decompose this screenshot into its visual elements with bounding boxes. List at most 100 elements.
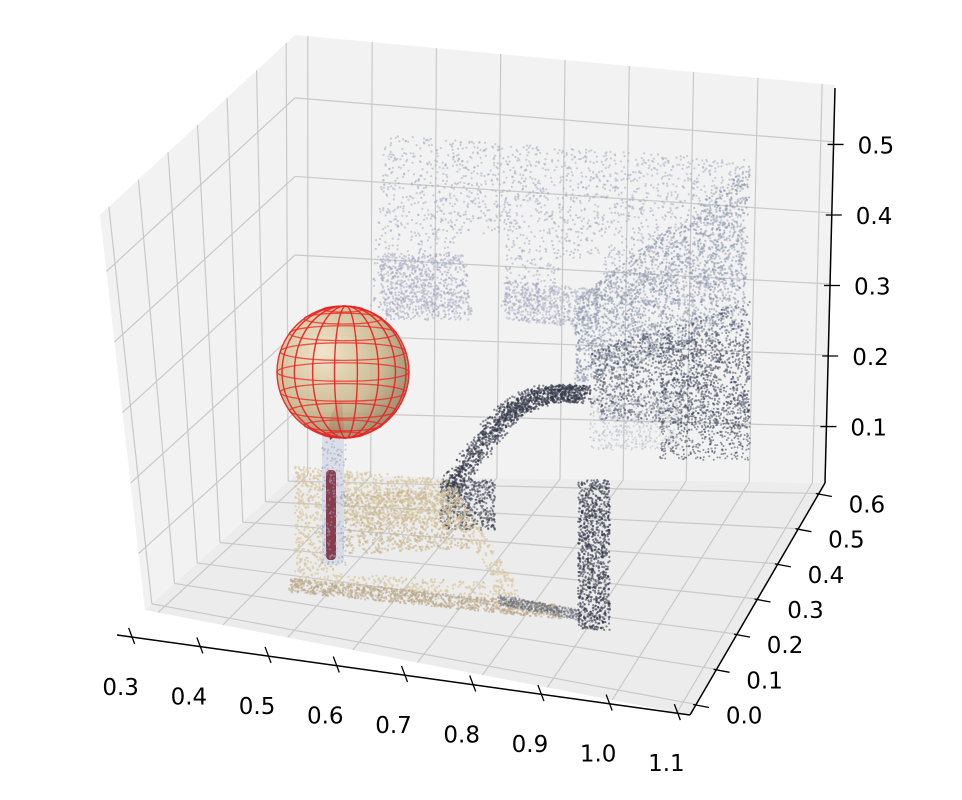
cloud-point [508, 225, 511, 228]
cloud-point [461, 284, 464, 287]
cloud-point [637, 226, 641, 230]
cloud-point [604, 159, 607, 162]
cloud-point [566, 167, 569, 170]
cloud-point [579, 152, 582, 155]
cloud-point [482, 212, 485, 215]
cloud-point [702, 166, 705, 169]
cloud-point [537, 211, 541, 214]
cloud-point [625, 245, 628, 248]
cloud-point [709, 270, 712, 273]
cloud-point [631, 199, 634, 202]
cloud-point [497, 230, 501, 233]
cloud-point [604, 263, 608, 266]
cloud-point [720, 165, 723, 168]
cloud-point [711, 260, 714, 263]
cloud-point [736, 284, 739, 287]
cloud-point [534, 184, 537, 187]
cloud-point [691, 293, 694, 296]
cloud-point [532, 190, 535, 193]
cloud-point [592, 177, 595, 180]
cloud-point [449, 273, 453, 277]
cloud-point [428, 273, 431, 276]
cloud-point [476, 193, 479, 196]
cloud-point [730, 214, 734, 218]
cloud-point [649, 210, 652, 213]
cloud-point [422, 202, 425, 205]
cloud-point [452, 187, 456, 190]
cloud-point [479, 191, 482, 194]
cloud-point [677, 264, 680, 267]
cloud-point [715, 186, 718, 189]
cloud-point [623, 333, 626, 336]
cloud-point [436, 155, 439, 158]
cloud-point [425, 263, 428, 266]
cloud-point [602, 186, 605, 189]
cloud-point [729, 230, 732, 233]
cloud-point [695, 194, 698, 197]
cloud-point [719, 281, 722, 284]
cloud-point [612, 248, 615, 251]
cloud-point [474, 202, 477, 205]
cloud-point [560, 236, 563, 239]
cloud-point [687, 193, 690, 196]
cloud-point [546, 316, 549, 319]
cloud-point [657, 206, 660, 209]
cloud-point [697, 225, 700, 228]
cloud-point [531, 290, 534, 293]
cloud-point [456, 170, 459, 173]
cloud-point [447, 268, 450, 272]
cloud-point [480, 161, 483, 164]
cloud-point [448, 301, 451, 304]
cloud-point [581, 175, 584, 178]
cloud-point [640, 279, 643, 282]
cloud-point [639, 316, 642, 319]
cloud-point [449, 196, 452, 200]
cloud-point [556, 320, 559, 323]
cloud-point [459, 316, 462, 319]
cloud-point [505, 316, 508, 319]
cloud-point [609, 291, 612, 294]
cloud-point [535, 282, 538, 285]
cloud-point [506, 190, 509, 193]
cloud-point [528, 144, 532, 147]
cloud-point [606, 339, 609, 343]
cloud-point [386, 271, 389, 274]
cloud-point [567, 312, 570, 315]
cloud-point [549, 176, 553, 179]
cloud-point [648, 319, 651, 322]
cloud-point [600, 170, 604, 173]
cloud-point [384, 163, 387, 166]
cloud-point [439, 209, 442, 212]
cloud-point [518, 226, 521, 229]
cloud-point [443, 186, 446, 189]
cloud-point [574, 289, 577, 292]
cloud-point [435, 231, 438, 234]
cloud-point [514, 195, 517, 198]
cloud-point [412, 308, 415, 311]
cloud-point [640, 222, 643, 225]
cloud-point [663, 202, 666, 205]
cloud-point [609, 175, 612, 178]
cloud-point [543, 279, 546, 282]
cloud-point [734, 167, 738, 170]
cloud-point [421, 294, 424, 297]
cloud-point [484, 214, 487, 217]
cloud-point [385, 293, 388, 296]
cloud-point [434, 217, 437, 220]
cloud-point [665, 247, 668, 250]
cloud-point [437, 314, 440, 317]
cloud-point [457, 305, 460, 308]
cloud-point [451, 310, 454, 313]
cloud-point [697, 174, 701, 177]
cloud-point [559, 299, 562, 302]
cloud-point [574, 372, 577, 375]
cloud-point [392, 254, 395, 257]
cloud-point [464, 298, 468, 301]
cloud-point [558, 240, 561, 243]
cloud-point [549, 287, 552, 290]
cloud-point [397, 265, 401, 268]
cloud-point [459, 181, 462, 184]
cloud-point [457, 153, 460, 156]
cloud-point [508, 306, 511, 309]
cloud-point [450, 212, 453, 215]
